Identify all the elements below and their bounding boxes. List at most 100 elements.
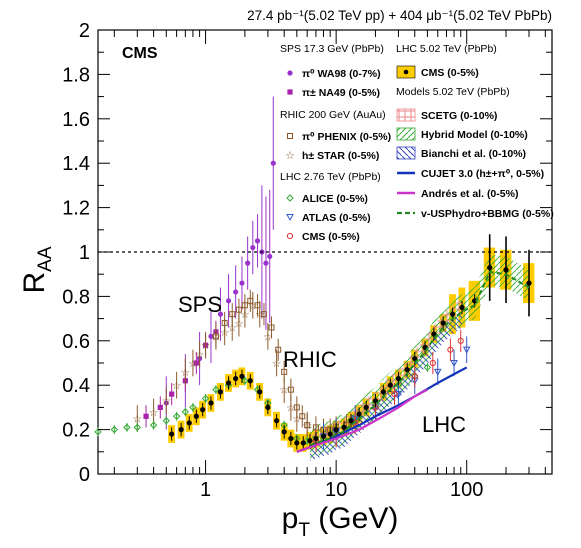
data-point [380, 389, 386, 395]
data-point: ☆ [302, 420, 312, 432]
legend-symbol [396, 127, 416, 141]
legend-item-wa98: π⁰ WA98 (0-7%) [302, 68, 381, 80]
data-point [263, 260, 269, 266]
data-point: ☆ [195, 349, 205, 361]
data-point: ☆ [234, 318, 244, 330]
data-point [411, 373, 418, 380]
legend-header-lhc276: LHC 2.76 TeV (PbPb) [280, 171, 381, 183]
data-point [287, 386, 294, 393]
data-point: ☆ [161, 396, 171, 408]
data-point: ☆ [286, 402, 296, 414]
data-point [431, 331, 437, 337]
data-point [288, 435, 294, 442]
data-point [270, 160, 276, 166]
data-point [157, 404, 163, 410]
data-point [189, 403, 197, 412]
data-point [260, 311, 267, 318]
data-series: ☆☆☆☆☆☆☆☆☆☆☆☆☆☆☆☆☆☆☆☆☆ [94, 96, 532, 452]
data-point [341, 424, 347, 430]
data-point [254, 238, 261, 244]
region-label-lhc: LHC [422, 412, 466, 437]
model-curves [296, 270, 530, 453]
legend-item-phenix: π⁰ PHENIX (0-5%) [302, 131, 391, 143]
y-tick-label: 0.2 [62, 420, 90, 442]
data-point [503, 267, 509, 273]
data-point [143, 413, 149, 419]
data-point: ☆ [272, 358, 282, 370]
data-point [193, 413, 199, 419]
andres-curve [296, 388, 428, 453]
data-point [391, 390, 398, 398]
data-point [459, 304, 465, 311]
data-point [333, 427, 339, 433]
x-tick-label: 100 [450, 479, 483, 501]
legend-symbol [287, 89, 293, 95]
data-point: ☆ [180, 367, 190, 379]
data-point [294, 440, 300, 446]
data-point [233, 289, 239, 295]
data-point [169, 431, 175, 437]
legend-item-scetg: SCETG (0-10%) [421, 110, 497, 122]
data-point [250, 244, 256, 251]
region-label-sps: SPS [178, 292, 222, 317]
luminosity-label: 27.4 pb⁻¹(5.02 TeV pp) + 404 μb⁻¹(5.02 T… [247, 8, 552, 23]
data-point [487, 264, 493, 271]
data-point [526, 280, 532, 286]
data-point [186, 420, 192, 426]
y-tick-label: 1 [79, 242, 90, 264]
legend-symbol [396, 108, 416, 122]
data-point [110, 425, 119, 434]
data-point [423, 363, 432, 372]
data-point [169, 391, 175, 397]
data-point [472, 298, 478, 304]
legend-item-vusphydro: v-USPhydro+BBMG (0-5%) [421, 208, 554, 220]
legend: SPS 17.3 GeV (PbPb) π⁰ WA98 (0-7%) π± NA49… [280, 43, 554, 243]
legend-symbol [403, 69, 409, 75]
data-point [387, 382, 393, 388]
data-point [217, 389, 224, 395]
data-point: ☆ [292, 414, 302, 426]
data-point [265, 404, 271, 410]
data-point [217, 311, 224, 317]
data-point [225, 298, 232, 304]
data-point [363, 404, 369, 410]
model-bands [309, 254, 530, 461]
data-point [208, 400, 214, 406]
legend-header-lhc502: LHC 5.02 TeV (PbPb) [396, 43, 497, 55]
data-point [193, 360, 199, 366]
y-axis-ticks: 0 0.2 0.4 0.6 0.8 1 1.2 1.4 1.6 1.8 2 [62, 20, 552, 486]
data-point [241, 377, 249, 385]
data-point [450, 311, 456, 317]
data-point [162, 417, 170, 425]
data-point [149, 421, 158, 429]
data-point: ☆ [248, 300, 258, 312]
legend-symbol [287, 70, 293, 76]
y-tick-label: 2 [79, 20, 90, 42]
legend-header-rhic: RHIC 200 GeV (AuAu) [280, 109, 386, 121]
data-point [281, 429, 287, 435]
data-point [178, 427, 184, 433]
y-tick-label: 0.4 [62, 375, 90, 397]
data-point [181, 408, 190, 416]
y-tick-label: 0.8 [62, 286, 90, 308]
data-point [313, 435, 319, 442]
data-point [267, 253, 273, 260]
data-point: ☆ [255, 309, 265, 321]
data-point: ☆ [279, 385, 289, 397]
data-point [94, 428, 102, 436]
legend-item-andres: Andrés et al. (0-5%) [421, 188, 518, 200]
legend-header-sps: SPS 17.3 GeV (PbPb) [280, 43, 384, 55]
legend-item-alice: ALICE (0-5%) [302, 193, 368, 205]
data-point [404, 367, 410, 373]
data-point [208, 333, 214, 339]
legend-item-hybrid: Hybrid Model (0-10%) [421, 129, 528, 141]
data-point: ☆ [220, 327, 230, 339]
y-axis-title: RAA [18, 246, 56, 293]
data-point [281, 368, 288, 375]
data-point [212, 385, 220, 394]
legend-item-star: h± STAR (0-5%) [302, 150, 379, 162]
data-point: ☆ [188, 358, 198, 370]
data-point: ☆ [227, 322, 237, 334]
data-point [274, 418, 280, 424]
data-point [433, 368, 442, 376]
